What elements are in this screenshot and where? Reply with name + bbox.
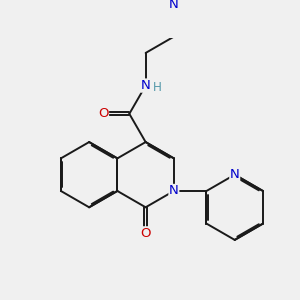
Text: N: N (230, 168, 240, 181)
Text: N: N (141, 79, 151, 92)
Text: N: N (169, 184, 179, 197)
Text: N: N (169, 0, 179, 11)
Text: O: O (140, 227, 151, 240)
Text: H: H (153, 81, 162, 94)
Text: O: O (98, 107, 109, 120)
